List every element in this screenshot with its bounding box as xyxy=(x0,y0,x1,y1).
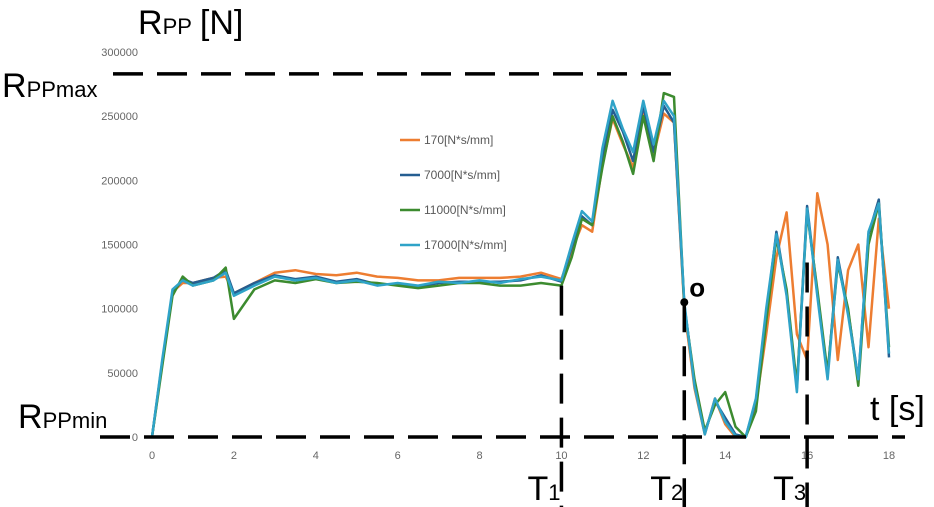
time-mark-label-part: T xyxy=(527,470,548,507)
x-tick-label: 0 xyxy=(149,450,155,462)
x-tick-label: 6 xyxy=(395,450,401,462)
time-mark-label-part: T xyxy=(773,470,794,507)
y-axis-label: RPP [N] xyxy=(138,4,243,42)
series-line xyxy=(150,104,891,439)
y-axis-label-part: R xyxy=(138,4,163,42)
series-line xyxy=(150,99,891,439)
series-line xyxy=(150,91,891,439)
time-mark-label-part: 2 xyxy=(671,480,683,505)
max-label-part: PPmax xyxy=(27,77,98,102)
x-tick-label: 2 xyxy=(231,450,237,462)
time-mark-label: T3 xyxy=(773,470,806,507)
y-tick-label: 150000 xyxy=(101,240,138,252)
time-mark-label: T2 xyxy=(650,470,683,507)
x-tick-label: 4 xyxy=(313,450,319,462)
y-tick-label: 100000 xyxy=(101,304,138,316)
legend-label: 7000[N*s/mm] xyxy=(424,168,500,182)
y-axis-label-part: PP xyxy=(163,14,192,39)
y-tick-label: 0 xyxy=(132,432,138,444)
point-label: o xyxy=(689,272,705,302)
legend-label: 170[N*s/mm] xyxy=(424,133,493,147)
x-tick-label: 8 xyxy=(476,450,482,462)
y-axis-label-part: [N] xyxy=(200,4,243,42)
min-label-part: PPmin xyxy=(43,408,108,433)
time-mark-label: T1 xyxy=(527,470,560,507)
max-label: RPPmax xyxy=(2,67,97,105)
time-mark-label-part: T xyxy=(650,470,671,507)
time-mark-label-part: 3 xyxy=(794,480,806,505)
y-tick-label: 250000 xyxy=(101,111,138,123)
x-tick-label: 12 xyxy=(637,450,649,462)
min-label-part: R xyxy=(18,398,43,436)
y-tick-label: 50000 xyxy=(107,368,138,380)
legend-label: 11000[N*s/mm] xyxy=(424,203,506,217)
x-tick-label: 10 xyxy=(555,450,567,462)
y-tick-label: 300000 xyxy=(101,47,138,59)
legend-label: 17000[N*s/mm] xyxy=(424,238,507,252)
point-o xyxy=(680,298,689,307)
x-axis-label: t [s] xyxy=(870,390,925,428)
min-label: RPPmin xyxy=(18,398,107,436)
x-tick-label: 14 xyxy=(719,450,731,462)
max-label-part: R xyxy=(2,67,27,105)
time-mark-label-part: 1 xyxy=(548,480,560,505)
x-tick-label: 18 xyxy=(883,450,895,462)
y-tick-label: 200000 xyxy=(101,175,138,187)
series-line xyxy=(150,112,891,439)
